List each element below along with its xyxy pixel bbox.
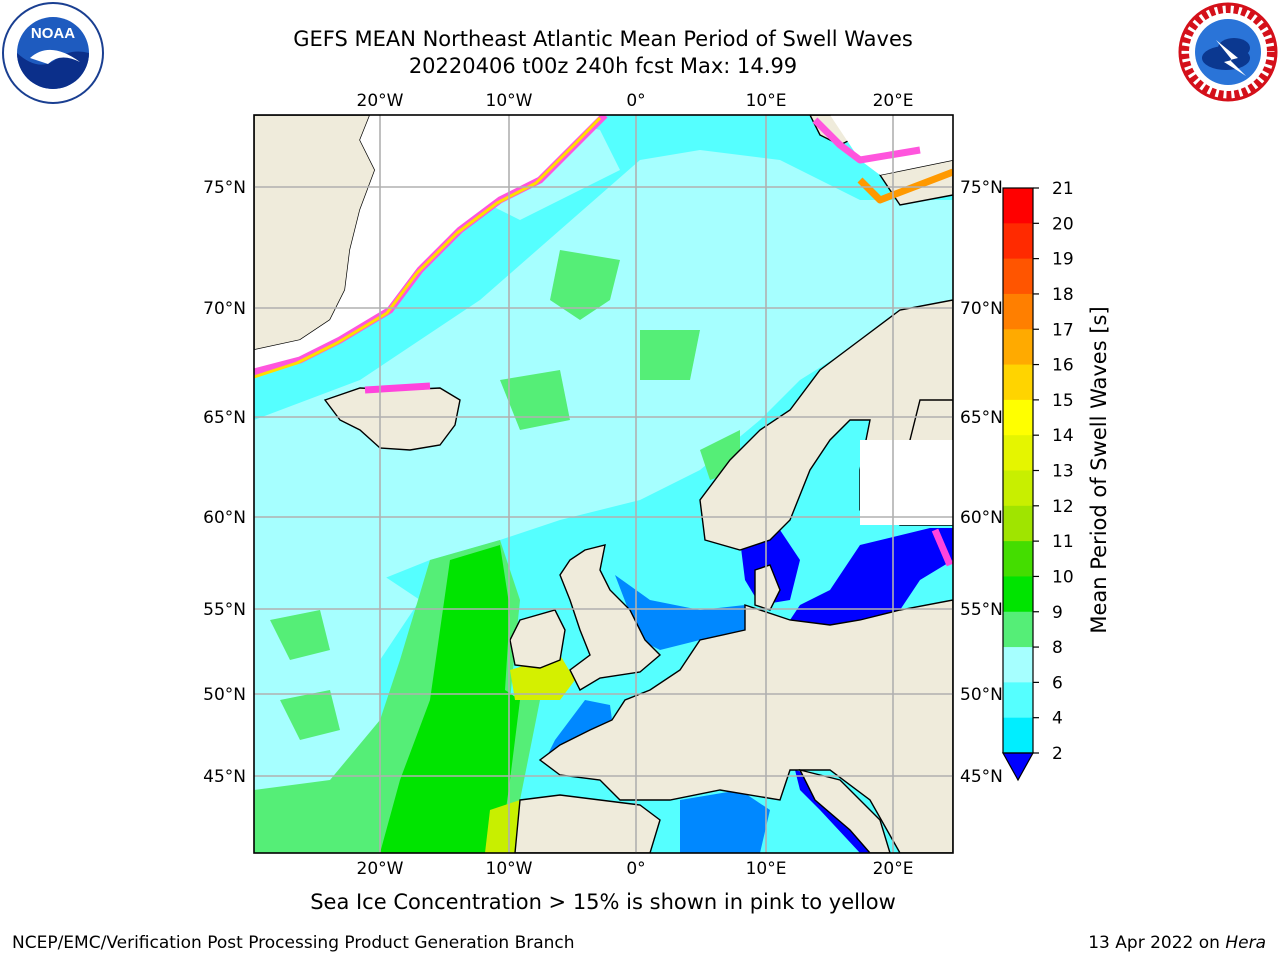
colorbar-segment: [1003, 576, 1033, 613]
colorbar-segment: [1003, 435, 1033, 471]
colorbar-ticks: 21 20 19 18 17 16 15 14 13 12 11 10 9 8 6 4 2: [1033, 179, 1074, 764]
colorbar-tick-label: 20: [1052, 214, 1074, 234]
lat-label: 45°N: [203, 767, 246, 787]
lon-label: 0°: [626, 91, 645, 111]
svg-text:NOAA: NOAA: [31, 25, 75, 42]
colorbar-segment: [1003, 611, 1033, 648]
colorbar-segment: [1003, 682, 1033, 719]
colorbar-tick-label: 16: [1052, 356, 1074, 376]
colorbar-segment: [1003, 647, 1033, 683]
colorbar-tick-label: 21: [1052, 179, 1074, 199]
colorbar-tick-label: 4: [1052, 709, 1063, 729]
colorbar-segment: [1003, 258, 1033, 295]
lat-label: 55°N: [203, 600, 246, 620]
lat-labels-left: 75°N 70°N 65°N 60°N 55°N 50°N 45°N: [203, 178, 246, 787]
lat-label: 60°N: [960, 508, 1003, 528]
colorbar-segment: [1003, 329, 1033, 366]
lon-label: 10°E: [746, 91, 787, 111]
lon-labels-bottom: 20°W 10°W 0° 10°E 20°E: [357, 859, 914, 879]
generation-date: 13 Apr 2022 on: [1088, 933, 1226, 953]
colorbar-tick-label: 14: [1052, 426, 1074, 446]
lat-label: 55°N: [960, 600, 1003, 620]
lon-label: 10°W: [486, 91, 533, 111]
colorbar-segment: [1003, 188, 1033, 224]
colorbar-tick-label: 15: [1052, 391, 1074, 411]
colorbar-tick-label: 18: [1052, 285, 1074, 305]
lat-label: 45°N: [960, 767, 1003, 787]
colorbar-tick-label: 13: [1052, 462, 1074, 482]
lon-label: 20°W: [357, 859, 404, 879]
colorbar-segment: [1003, 364, 1033, 401]
lon-label: 20°W: [357, 91, 404, 111]
colorbar-tick-label: 10: [1052, 567, 1074, 587]
graticule: [254, 115, 953, 853]
colorbar-tick-label: 8: [1052, 638, 1063, 658]
lat-label: 75°N: [960, 178, 1003, 198]
colorbar-segment: [1003, 399, 1033, 436]
lat-label: 75°N: [203, 178, 246, 198]
lon-labels-top: 20°W 10°W 0° 10°E 20°E: [357, 91, 914, 111]
chart-title: GEFS MEAN Northeast Atlantic Mean Period…: [293, 27, 913, 51]
colorbar-tick-label: 11: [1052, 532, 1074, 552]
colorbar-tick-label: 19: [1052, 250, 1074, 270]
colorbar-label: Mean Period of Swell Waves [s]: [1087, 306, 1111, 633]
noaa-logo: NOAA: [2, 2, 104, 104]
colorbar-tick-label: 6: [1052, 673, 1063, 693]
lon-label: 20°E: [873, 859, 914, 879]
colorbar-segment: [1003, 505, 1033, 542]
colorbar: [1001, 187, 1035, 782]
colorbar-tick-label: 17: [1052, 320, 1074, 340]
lat-label: 60°N: [203, 508, 246, 528]
lat-label: 65°N: [960, 408, 1003, 428]
lon-label: 20°E: [873, 91, 914, 111]
lat-label: 65°N: [203, 408, 246, 428]
lat-label: 50°N: [203, 685, 246, 705]
lat-labels-right: 75°N 70°N 65°N 60°N 55°N 50°N 45°N: [960, 178, 1003, 787]
generation-stamp: 13 Apr 2022 on Hera: [1088, 933, 1266, 953]
colorbar-segment: [1003, 223, 1033, 260]
colorbar-tick-label: 12: [1052, 497, 1074, 517]
masked-region: [254, 115, 953, 525]
nws-logo: [1178, 2, 1278, 102]
chart-subtitle: 20220406 t00z 240h fcst Max: 14.99: [408, 54, 798, 78]
lon-label: 10°E: [746, 859, 787, 879]
lat-label: 50°N: [960, 685, 1003, 705]
sea-ice-footnote: Sea Ice Concentration > 15% is shown in …: [310, 890, 896, 914]
lat-label: 70°N: [203, 299, 246, 319]
colorbar-segment: [1003, 293, 1033, 330]
machine-name: Hera: [1225, 933, 1266, 953]
colorbar-extend-triangle: [1001, 752, 1035, 782]
credit-text: NCEP/EMC/Verification Post Processing Pr…: [12, 933, 575, 953]
colorbar-segment: [1003, 470, 1033, 507]
colorbar-segment: [1003, 717, 1033, 754]
lat-label: 70°N: [960, 299, 1003, 319]
map-frame: [253, 114, 954, 854]
colorbar-tick-label: 9: [1052, 603, 1063, 623]
colorbar-segment: [1003, 541, 1033, 577]
lon-label: 0°: [626, 859, 645, 879]
lon-label: 10°W: [486, 859, 533, 879]
colorbar-tick-label: 2: [1052, 744, 1063, 764]
